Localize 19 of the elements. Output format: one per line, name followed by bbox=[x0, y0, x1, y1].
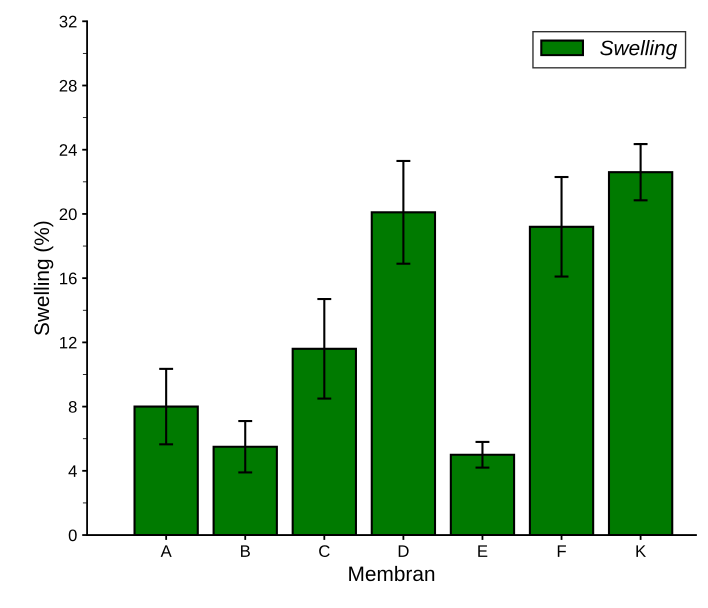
y-tick-label: 0 bbox=[68, 529, 77, 542]
x-tick-label: A bbox=[160, 545, 172, 557]
y-tick-label: 8 bbox=[68, 401, 77, 413]
x-tick-label: B bbox=[241, 545, 250, 557]
y-tick-label: 4 bbox=[68, 465, 77, 477]
legend-label: Swelling bbox=[600, 40, 678, 60]
y-tick-label: 12 bbox=[60, 336, 77, 348]
y-tick-label: 16 bbox=[60, 272, 77, 284]
x-tick-label: D bbox=[398, 545, 409, 557]
y-tick-label: 28 bbox=[60, 80, 77, 92]
y-tick-label: 24 bbox=[60, 144, 77, 156]
y-axis-title: Swelling (%) bbox=[34, 222, 54, 336]
x-tick-label: K bbox=[636, 545, 646, 557]
y-tick-label: 20 bbox=[60, 208, 77, 220]
x-tick-label: C bbox=[319, 545, 330, 558]
x-tick-label: F bbox=[558, 545, 566, 557]
y-tick-label: 32 bbox=[59, 16, 77, 28]
x-tick-label: E bbox=[478, 545, 488, 557]
x-axis-title: Membran bbox=[349, 566, 434, 582]
